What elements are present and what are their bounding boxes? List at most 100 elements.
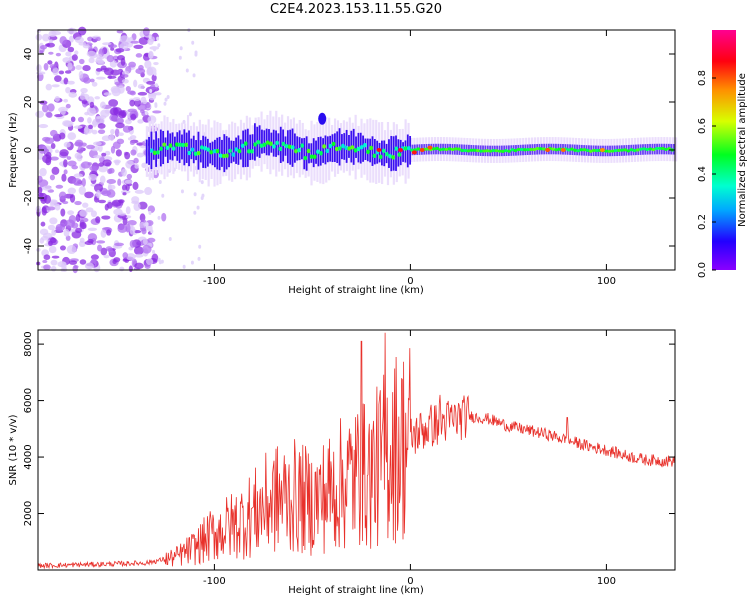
heatmap-cell <box>472 148 477 152</box>
y-tick-label: -20 <box>23 190 34 206</box>
heatmap-cell <box>275 140 279 146</box>
heatmap-cell <box>209 150 214 155</box>
heatmap-cell <box>41 104 49 113</box>
snr-ticks: -100 0 100 8000 6000 4000 2000 <box>23 330 675 587</box>
heatmap-cell <box>142 99 148 105</box>
heatmap-cell <box>87 117 92 124</box>
heatmap-cell <box>67 46 75 53</box>
heatmap-cell <box>65 51 72 57</box>
heatmap-cell <box>35 33 43 41</box>
heatmap-cell <box>185 68 189 73</box>
heatmap-cell <box>49 156 59 161</box>
heatmap-cell <box>42 259 48 264</box>
heatmap-cell <box>156 36 160 41</box>
heatmap-cell <box>137 119 144 124</box>
heatmap-cell <box>101 215 111 220</box>
heatmap-cell <box>383 140 386 167</box>
heatmap-cell <box>392 136 395 171</box>
heatmap-cell <box>116 30 124 34</box>
heatmap-cell <box>48 39 53 44</box>
heatmap-cell <box>457 147 461 151</box>
heatmap-cell <box>58 191 67 200</box>
heatmap-cell <box>237 148 242 154</box>
heatmap-cell <box>158 260 162 265</box>
heatmap-cell <box>356 146 361 152</box>
heatmap-cell <box>137 91 148 96</box>
y-tick-label: 2000 <box>23 501 34 526</box>
x-tick-label: -100 <box>203 276 226 287</box>
heatmap-cell <box>222 153 226 159</box>
heatmap-cell <box>296 136 299 161</box>
heatmap-cell <box>328 117 331 181</box>
heatmap-cell <box>67 27 77 35</box>
snr-x-label: Height of straight line (km) <box>288 585 424 596</box>
heatmap-cell <box>180 189 184 194</box>
heatmap-cell <box>59 132 66 140</box>
heatmap-cell <box>42 136 51 142</box>
heatmap-cell <box>86 50 97 57</box>
heatmap-cell <box>152 139 155 160</box>
heatmap-cell <box>54 203 61 211</box>
heatmap-cell <box>65 235 71 241</box>
heatmap-cell <box>146 67 154 76</box>
heatmap-cell <box>242 130 245 168</box>
heatmap-cell <box>113 107 122 116</box>
heatmap-cell <box>610 149 615 153</box>
heatmap-cell <box>109 133 115 142</box>
heatmap-cell <box>371 136 374 166</box>
heatmap-cell <box>136 152 144 158</box>
heatmap-cell <box>136 142 144 146</box>
heatmap-cell <box>90 254 99 260</box>
heatmap-cell <box>68 35 74 43</box>
heatmap-cell <box>190 260 194 265</box>
heatmap-cell <box>585 148 590 152</box>
heatmap-cell <box>48 240 53 247</box>
heatmap-cell <box>50 143 56 150</box>
colorbar-tick-label: 0.2 <box>697 214 708 230</box>
heatmap-cell <box>469 148 474 152</box>
heatmap-cell <box>620 148 624 152</box>
heatmap-cell <box>55 184 64 189</box>
heatmap-cell <box>84 262 95 270</box>
heatmap-cell <box>388 139 390 168</box>
heatmap-cell <box>49 217 58 225</box>
heatmap-cell <box>411 150 417 155</box>
heatmap-cell <box>488 149 493 153</box>
heatmap-cell <box>42 185 52 191</box>
heatmap-cell <box>78 186 86 195</box>
heatmap-cell <box>47 103 55 112</box>
heatmap-cell <box>623 148 628 152</box>
heatmap-cell <box>460 148 464 153</box>
heatmap-cell <box>96 240 106 244</box>
heatmap-cell <box>40 235 49 241</box>
heatmap-cell <box>566 148 571 152</box>
heatmap-cell <box>86 144 96 150</box>
heatmap-cell <box>545 148 551 152</box>
heatmap-cell <box>113 257 121 263</box>
heatmap-cell <box>112 55 119 61</box>
y-tick-label: 0 <box>23 147 34 153</box>
heatmap-cell <box>39 167 47 177</box>
colorbar: 0.0 0.2 0.4 0.6 0.8 Normalized spectral ampl… <box>697 30 748 278</box>
heatmap-cell <box>125 85 132 92</box>
heatmap-cell <box>159 146 163 151</box>
heatmap-cell <box>206 138 209 167</box>
heatmap-cell <box>145 222 149 227</box>
heatmap-cell <box>127 137 133 141</box>
heatmap-cell <box>135 53 143 58</box>
heatmap-cell <box>83 77 91 84</box>
heatmap-cell <box>106 179 117 184</box>
heatmap-cell <box>278 146 283 152</box>
heatmap-cell <box>150 229 154 234</box>
heatmap-cell <box>107 248 114 253</box>
heatmap-cell <box>68 260 78 265</box>
heatmap-cell <box>554 148 559 152</box>
heatmap-cell <box>305 136 308 171</box>
heatmap-cell <box>297 147 301 153</box>
heatmap-cell <box>450 147 455 152</box>
heatmap-cell <box>80 87 88 94</box>
heatmap-cell <box>300 143 305 148</box>
heatmap-cell <box>331 141 336 147</box>
heatmap-cell <box>91 129 98 135</box>
heatmap-cell <box>632 148 637 153</box>
